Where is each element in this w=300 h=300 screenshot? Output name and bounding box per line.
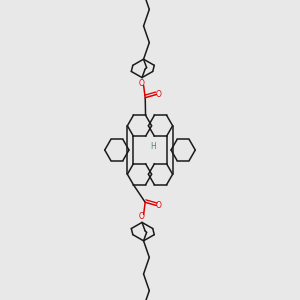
Text: H: H (150, 142, 156, 151)
Text: O: O (138, 212, 144, 221)
Text: O: O (156, 90, 162, 99)
Text: O: O (138, 79, 144, 88)
Text: O: O (156, 201, 162, 210)
